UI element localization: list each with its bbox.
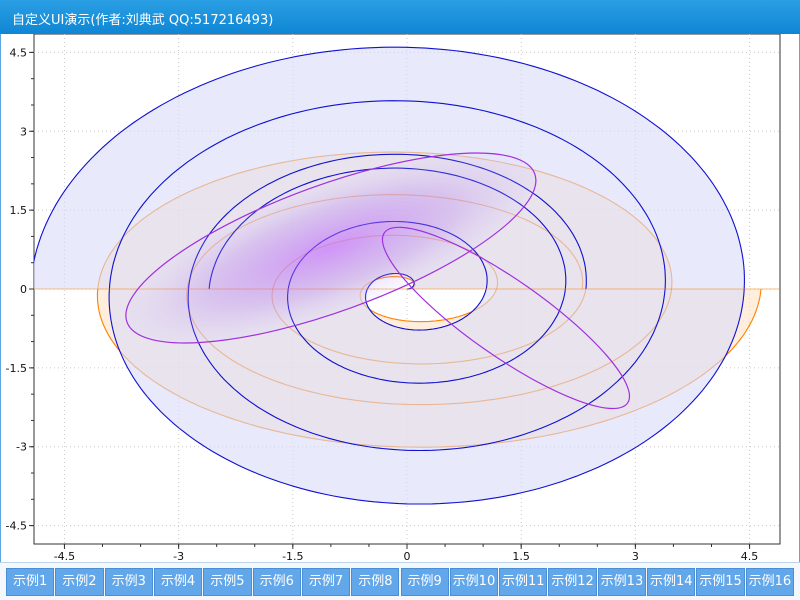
- y-tick-label: 0: [20, 283, 27, 296]
- y-tick-label: -3: [16, 441, 27, 454]
- example-button-12[interactable]: 示例12: [548, 568, 597, 596]
- ellipse-curve-1: [125, 152, 537, 344]
- example-button-1[interactable]: 示例1: [6, 568, 55, 596]
- example-button-15[interactable]: 示例15: [696, 568, 745, 596]
- x-tick-label: -4.5: [54, 550, 75, 562]
- title-bar[interactable]: 自定义UI演示(作者:刘典武 QQ:517216493): [0, 0, 800, 34]
- example-button-3[interactable]: 示例3: [104, 568, 153, 596]
- y-tick-label: -4.5: [6, 520, 27, 533]
- example-button-14[interactable]: 示例14: [647, 568, 696, 596]
- example-button-6[interactable]: 示例6: [252, 568, 301, 596]
- example-button-8[interactable]: 示例8: [351, 568, 400, 596]
- spiral-outer-curve-2: [34, 46, 745, 505]
- y-tick-label: 1.5: [10, 204, 28, 217]
- example-button-16[interactable]: 示例16: [745, 568, 794, 596]
- y-tick-label: 3: [20, 125, 27, 138]
- ellipse-curve-2: [381, 226, 631, 410]
- x-tick-label: 4.5: [741, 550, 759, 562]
- example-button-10[interactable]: 示例10: [449, 568, 499, 596]
- example-button-13[interactable]: 示例13: [597, 568, 647, 596]
- plot-widget[interactable]: -4.5 -3 -1.5 0 1.5 3 4.5 4.5 3 1.5 0 -1.5 -3 -4.5: [0, 34, 800, 562]
- x-tick-label: -3: [173, 550, 184, 562]
- example-button-4[interactable]: 示例4: [153, 568, 203, 596]
- y-tick-label: -1.5: [6, 362, 27, 375]
- example-button-2[interactable]: 示例2: [55, 568, 104, 596]
- axes: -4.5 -3 -1.5 0 1.5 3 4.5 4.5 3 1.5 0 -1.5 -3 -4.5: [6, 46, 759, 562]
- example-button-7[interactable]: 示例7: [301, 568, 351, 596]
- example-button-5[interactable]: 示例5: [203, 568, 252, 596]
- series-layer: [34, 46, 780, 505]
- window-title: 自定义UI演示(作者:刘典武 QQ:517216493): [12, 13, 274, 28]
- x-tick-label: 1.5: [512, 550, 530, 562]
- x-tick-label: 0: [404, 550, 411, 562]
- x-tick-label: 3: [632, 550, 639, 562]
- x-tick-label: -1.5: [282, 550, 303, 562]
- button-bar: 示例1 示例2 示例3 示例4 示例5 示例6 示例7 示例8 示例9 示例10 示例11 示例12 示…: [0, 562, 800, 600]
- example-button-9[interactable]: 示例9: [400, 568, 449, 596]
- y-tick-label: 4.5: [10, 46, 28, 59]
- spiral-band-fill-2: [34, 47, 745, 504]
- example-button-11[interactable]: 示例11: [499, 568, 548, 596]
